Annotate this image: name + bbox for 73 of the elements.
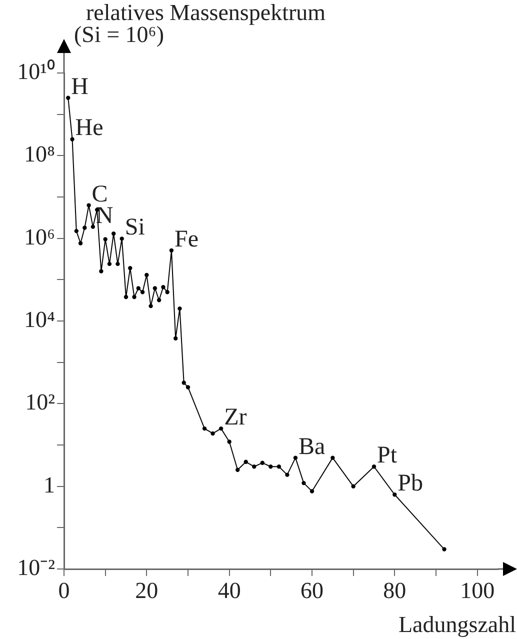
x-tick-label: 20: [135, 578, 158, 603]
point: [124, 294, 128, 300]
y-tick-label: 1: [44, 472, 55, 498]
point: [144, 272, 149, 278]
annotation: Pb: [398, 470, 424, 497]
point: [82, 226, 87, 230]
point: [116, 262, 120, 266]
annotation: Zr: [224, 404, 247, 431]
x-axis-title: Ladungszahl: [398, 612, 516, 637]
point: [86, 203, 91, 208]
y-tick-label: 10²: [25, 390, 56, 415]
point: [227, 440, 232, 444]
annotation: Pt: [377, 442, 398, 469]
point: [186, 385, 190, 390]
point: [252, 464, 256, 469]
point: [112, 232, 116, 236]
point: [210, 431, 215, 436]
point: [165, 290, 170, 294]
point: [103, 237, 108, 242]
point: [78, 241, 83, 246]
point: [99, 269, 104, 274]
point: [285, 472, 290, 477]
y-tick-label: 10⁸: [24, 142, 55, 167]
point: [140, 290, 145, 294]
point: [330, 456, 335, 460]
x-tick-label: 40: [218, 578, 241, 603]
point: [132, 294, 136, 300]
point: [182, 380, 186, 385]
point: [236, 468, 240, 472]
point: [276, 464, 282, 469]
x-tick-label: 80: [383, 578, 406, 603]
annotation: Ba: [298, 434, 326, 460]
point: [174, 336, 178, 340]
point: [148, 304, 153, 308]
point: [161, 285, 166, 290]
point: [74, 228, 78, 234]
y-tick-label: 10⁶: [24, 224, 55, 250]
point: [90, 224, 96, 229]
point: [310, 489, 314, 494]
annotation: He: [75, 115, 104, 142]
point: [120, 236, 124, 241]
x-tick-label: 0: [58, 578, 70, 603]
point: [260, 460, 264, 465]
point: [442, 547, 446, 552]
y-axis-title: (Si = 10⁶): [74, 22, 164, 47]
point: [351, 484, 356, 488]
y-tick-label: 10⁴: [24, 307, 55, 332]
point: [128, 266, 132, 270]
point: [218, 426, 224, 431]
y-tick-label: 10⁻²: [17, 555, 56, 580]
point: [152, 286, 158, 290]
point: [107, 262, 112, 266]
point: [136, 286, 140, 290]
point: [302, 480, 306, 486]
point: [66, 96, 70, 100]
point: [293, 456, 298, 460]
point: [178, 306, 182, 311]
point: [156, 298, 162, 302]
point: [70, 137, 74, 142]
point: [244, 460, 248, 464]
x-tick-label: 100: [460, 578, 495, 603]
point: [372, 464, 376, 469]
x-tick-label: 60: [300, 578, 324, 603]
point: [392, 492, 397, 497]
y-tick-label: 10¹⁰: [17, 59, 55, 84]
point: [169, 248, 174, 253]
point: [268, 464, 273, 469]
annotation: H: [71, 74, 88, 100]
annotation: Si: [124, 214, 146, 241]
point: [202, 426, 207, 431]
chart-title: relatives Massenspektrum: [86, 0, 326, 25]
annotation: Fe: [174, 226, 198, 252]
annotation: C: [92, 181, 108, 208]
